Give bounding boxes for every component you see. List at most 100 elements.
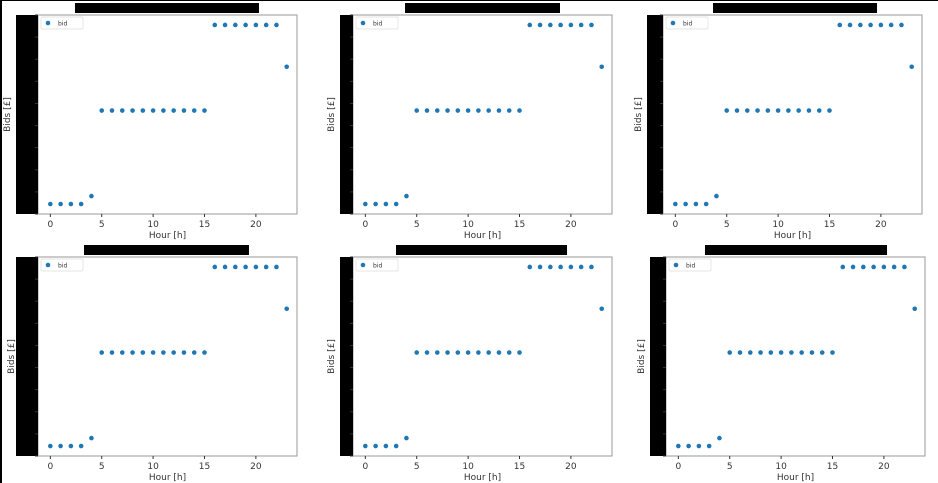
data-point — [778, 350, 784, 355]
x-tick-label: 20 — [250, 462, 262, 472]
data-point — [827, 108, 832, 113]
data-point — [819, 350, 825, 355]
data-point — [171, 350, 176, 355]
data-point — [527, 22, 533, 28]
data-point — [909, 64, 915, 70]
data-point — [89, 435, 94, 441]
data-point — [850, 264, 856, 270]
data-point — [847, 22, 853, 28]
x-tick-label: 20 — [565, 462, 577, 472]
axes-frame — [662, 14, 923, 215]
x-axis-label: Hour [h] — [777, 473, 814, 483]
data-point — [758, 350, 763, 355]
data-point — [517, 108, 522, 113]
x-tick-label: 10 — [775, 462, 787, 472]
data-point — [445, 350, 450, 355]
y-axis-label: Bids [£] — [634, 97, 644, 132]
left-border-strip — [0, 0, 2, 483]
x-axis-label: Hour [h] — [774, 231, 811, 241]
x-tick-label: 15 — [824, 220, 835, 230]
data-point — [424, 350, 430, 355]
data-point — [837, 22, 843, 28]
axes-frame — [37, 14, 298, 215]
chart-panel-4: 0 5 10 15 20 Hour [h] Bids [£] bid — [7, 245, 298, 483]
legend-box — [355, 16, 399, 30]
y-axis-label: Bids [£] — [637, 339, 647, 374]
redacted-title — [713, 3, 877, 13]
data-point — [768, 350, 774, 355]
data-point — [747, 350, 753, 355]
x-tick-label: 5 — [99, 462, 105, 472]
data-point — [109, 108, 115, 113]
data-point — [537, 22, 543, 28]
x-tick-label: 20 — [565, 220, 577, 230]
data-point — [191, 108, 197, 113]
data-point — [861, 264, 866, 270]
x-tick-label: 20 — [250, 220, 262, 230]
data-point — [253, 264, 259, 270]
x-axis-label: Hour [h] — [464, 473, 501, 483]
redacted-y-tick-labels — [647, 15, 663, 214]
legend-marker — [673, 262, 679, 268]
data-point — [724, 108, 730, 113]
x-tick-label: 15 — [199, 462, 210, 472]
x-tick-label: 20 — [878, 462, 890, 472]
data-point — [393, 201, 399, 207]
data-point — [383, 201, 389, 207]
chart-panel-6: 0 5 10 15 20 Hour [h] Bids [£] bid — [637, 245, 926, 483]
data-point — [858, 22, 863, 28]
data-point — [424, 108, 430, 113]
data-point — [191, 350, 197, 355]
legend-box — [40, 258, 84, 272]
data-point — [888, 22, 894, 28]
data-point — [445, 108, 450, 113]
x-axis-label: Hour [h] — [464, 231, 501, 241]
x-tick-label: 15 — [514, 462, 525, 472]
data-point — [58, 201, 63, 207]
data-point — [393, 443, 399, 449]
redacted-y-tick-labels — [340, 15, 353, 214]
legend-marker — [360, 20, 366, 26]
chart-panel-2: 0 5 10 15 20 Hour [h] Bids [£] bid — [327, 3, 613, 241]
axes-frame — [352, 256, 613, 457]
data-point — [263, 22, 269, 28]
data-point — [465, 350, 471, 355]
x-tick-label: 5 — [727, 462, 733, 472]
data-point — [899, 22, 904, 28]
x-tick-label: 10 — [772, 220, 784, 230]
data-point — [548, 22, 553, 28]
data-point — [363, 443, 368, 449]
data-point — [599, 64, 605, 70]
x-tick-label: 0 — [675, 462, 681, 472]
x-tick-label: 5 — [724, 220, 730, 230]
data-point — [527, 264, 533, 270]
redacted-title — [405, 3, 560, 13]
x-tick-label: 0 — [672, 220, 678, 230]
data-point — [775, 108, 781, 113]
data-point — [150, 108, 156, 113]
data-point — [693, 201, 699, 207]
data-point — [78, 443, 84, 449]
x-tick-label: 5 — [414, 462, 420, 472]
data-point — [58, 443, 63, 449]
data-point — [744, 108, 750, 113]
data-point — [181, 350, 187, 355]
chart-panel-3: 0 5 10 15 20 Hour [h] Bids [£] bid — [634, 3, 923, 241]
data-point — [589, 22, 594, 28]
data-point — [486, 108, 491, 113]
legend-marker — [45, 262, 51, 268]
data-point — [673, 201, 678, 207]
data-point — [537, 264, 543, 270]
x-tick-label: 20 — [875, 220, 887, 230]
redacted-title — [396, 245, 567, 255]
data-point — [455, 108, 461, 113]
data-point — [119, 108, 125, 113]
data-point — [274, 22, 279, 28]
legend-marker — [360, 262, 366, 268]
data-point — [706, 443, 712, 449]
data-point — [881, 264, 887, 270]
x-axis-label: Hour [h] — [149, 231, 186, 241]
data-point — [589, 264, 594, 270]
x-tick-label: 0 — [362, 462, 368, 472]
legend-label: bid — [686, 263, 695, 270]
